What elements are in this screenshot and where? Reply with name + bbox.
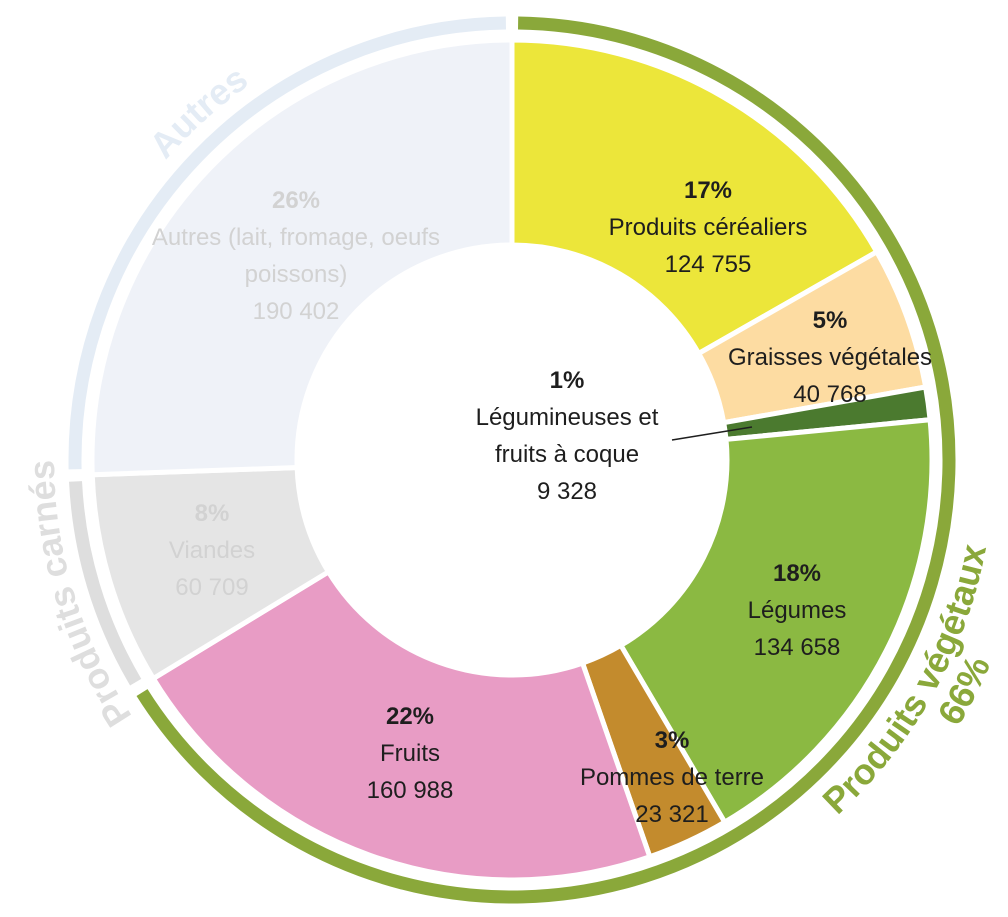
segment-label: 18% Légumes 134 658: [697, 555, 897, 666]
group-ring: [69, 481, 142, 686]
segment: [149, 568, 653, 883]
percent-label: 1%: [549, 367, 585, 394]
value-label: 9 328: [536, 478, 598, 505]
value-label: 124 755: [664, 251, 752, 278]
segment: [89, 37, 515, 478]
category-label: Pommes de terre: [579, 764, 765, 791]
segment-label: 17% Produits céréaliers 124 755: [578, 172, 838, 283]
category-label: Viandes: [168, 537, 256, 564]
segment-label: 8% Viandes 60 709: [112, 495, 312, 606]
category-label: Graisses végétales: [727, 344, 933, 371]
group-ring: [68, 16, 506, 470]
value-label: 60 709: [175, 574, 249, 601]
segment-label: 26% Autres (lait, fromage, oeufs poissons…: [146, 182, 446, 330]
percent-label: 22%: [385, 703, 435, 730]
category-label: Légumineuses et fruits à coque: [475, 404, 659, 468]
segment-label: 5% Graisses végétales 40 768: [700, 302, 960, 413]
segment-label: 1% Légumineuses et fruits à coque 9 328: [452, 362, 682, 510]
group-ring: [136, 16, 956, 904]
value-label: 40 768: [793, 381, 867, 408]
value-label: 134 658: [753, 634, 841, 661]
value-label: 160 988: [366, 777, 454, 804]
value-label: 23 321: [635, 801, 709, 828]
segment: [617, 417, 935, 826]
value-label: 190 402: [252, 298, 340, 325]
category-label: Fruits: [380, 740, 440, 767]
segment: [509, 37, 881, 357]
category-label: Produits céréaliers: [608, 214, 808, 241]
leader-line: [671, 426, 753, 441]
segment-label: 3% Pommes de terre 23 321: [542, 722, 802, 833]
percent-label: 17%: [683, 177, 733, 204]
percent-label: 26%: [271, 187, 321, 214]
category-label: Légumes: [747, 597, 847, 624]
category-label: Autres (lait, fromage, oeufs poissons): [151, 224, 441, 288]
percent-label: 5%: [812, 307, 848, 334]
segment-label: 22% Fruits 160 988: [310, 698, 510, 809]
percent-label: 18%: [772, 560, 822, 587]
percent-label: 3%: [654, 727, 690, 754]
percent-label: 8%: [194, 500, 230, 527]
